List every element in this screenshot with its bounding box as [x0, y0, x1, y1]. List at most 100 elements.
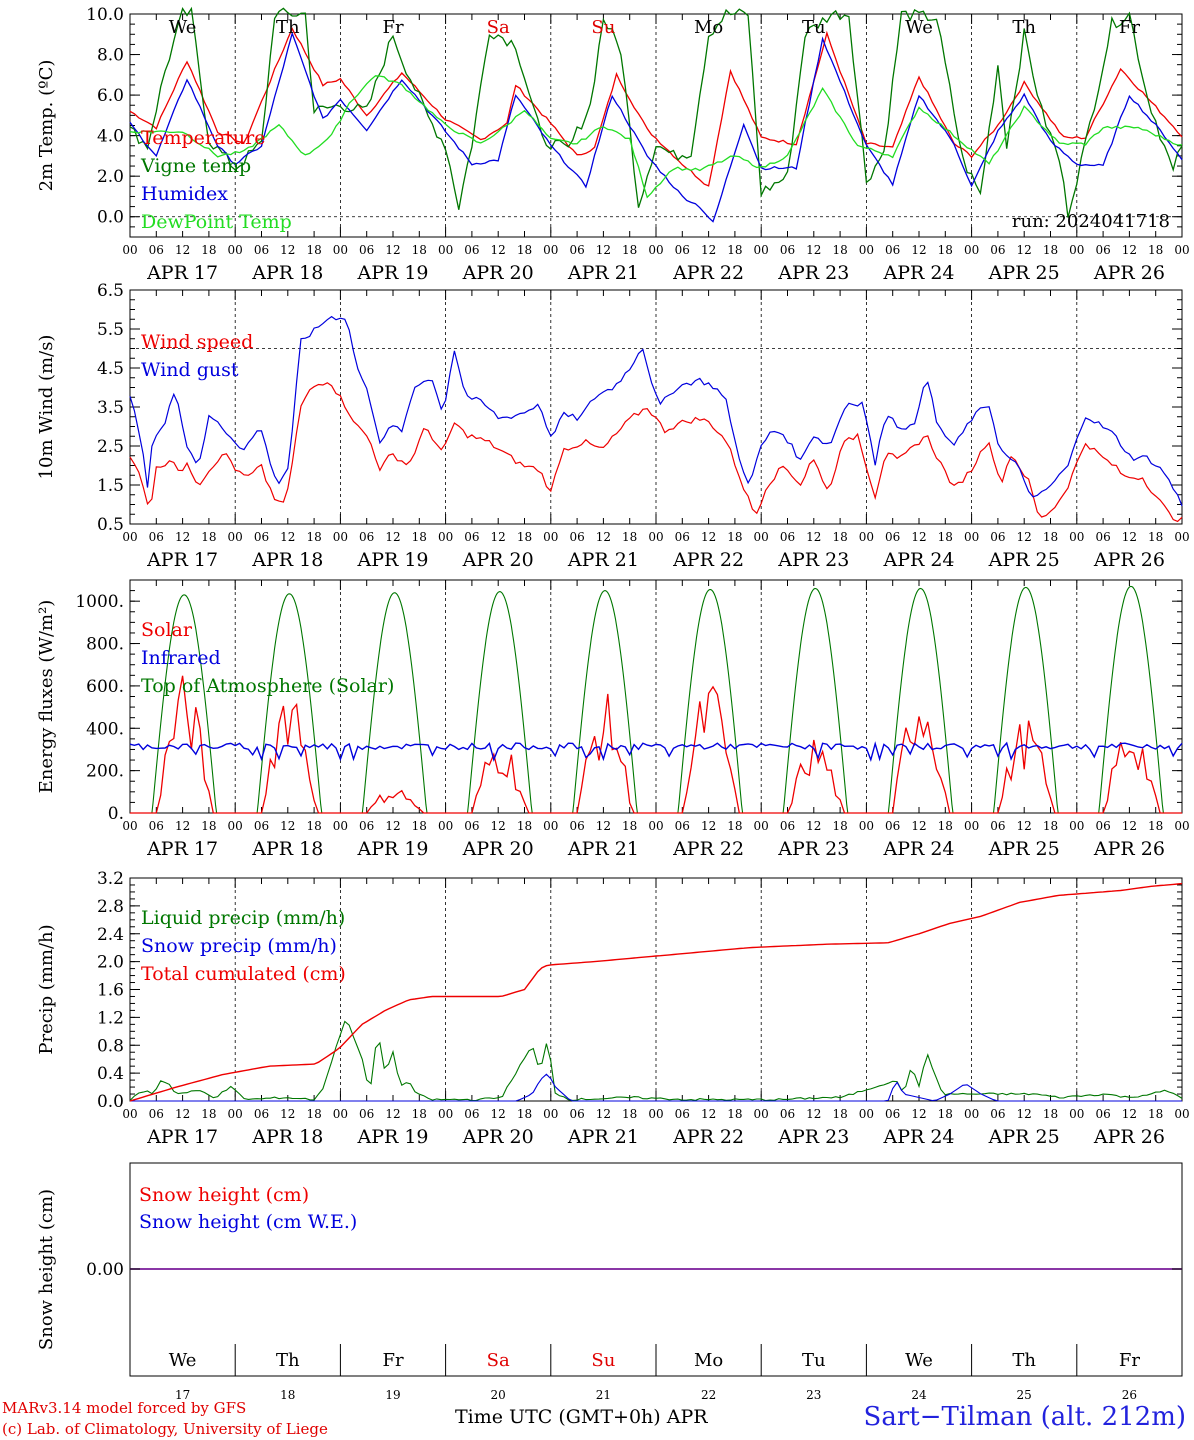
- y-tick-label: 0.0: [97, 208, 124, 228]
- day-label: APR 21: [567, 262, 639, 284]
- hour-tick-label: 06: [254, 243, 269, 257]
- hour-tick-label: 06: [1095, 243, 1110, 257]
- hour-tick-label: 12: [1122, 243, 1137, 257]
- hour-tick-label: 00: [543, 1107, 558, 1121]
- legend-snow-precip-mm-h-: Snow precip (mm/h): [141, 935, 337, 957]
- day-label: APR 17: [146, 1126, 218, 1148]
- hour-tick-label: 06: [149, 819, 164, 833]
- hour-tick-label: 12: [385, 243, 400, 257]
- x-axis-label: Time UTC (GMT+0h) APR: [455, 1406, 708, 1428]
- hour-tick-label: 06: [780, 243, 795, 257]
- hour-tick-label: 18: [1043, 819, 1058, 833]
- hour-tick-label: 00: [438, 819, 453, 833]
- day-number-label: 20: [491, 1388, 506, 1402]
- hour-tick-label: 12: [911, 530, 926, 544]
- hour-tick-label: 18: [832, 819, 847, 833]
- hour-tick-label: 18: [201, 530, 216, 544]
- hour-tick-label: 00: [543, 243, 558, 257]
- hour-tick-label: 12: [1017, 243, 1032, 257]
- legend-vigne-temp: Vigne temp: [140, 155, 251, 177]
- y-tick-label: 2.0: [97, 167, 124, 187]
- series-total-cumulated: [129, 882, 1183, 1102]
- hour-tick-label: 12: [175, 819, 190, 833]
- y-tick-label: 4.5: [97, 359, 124, 379]
- hour-tick-label: 06: [990, 243, 1005, 257]
- day-label: APR 24: [882, 549, 954, 571]
- y-tick-label: 3.2: [97, 869, 124, 889]
- day-label: APR 21: [567, 838, 639, 860]
- y-tick-label: 5.5: [97, 320, 124, 340]
- hour-tick-label: 12: [911, 819, 926, 833]
- hour-tick-label: 18: [622, 1107, 637, 1121]
- day-label: APR 17: [146, 549, 218, 571]
- hour-tick-label: 00: [859, 1107, 874, 1121]
- day-label: APR 19: [356, 838, 428, 860]
- day-label: APR 24: [882, 838, 954, 860]
- day-label: APR 26: [1093, 1126, 1165, 1148]
- day-number-label: 25: [1017, 1388, 1032, 1402]
- hour-tick-label: 06: [885, 819, 900, 833]
- day-label: APR 17: [146, 262, 218, 284]
- hour-tick-label: 06: [464, 243, 479, 257]
- hour-tick-label: 00: [438, 1107, 453, 1121]
- weekday-label: Th: [1012, 1350, 1036, 1371]
- day-number-label: 26: [1122, 1388, 1137, 1402]
- hour-tick-label: 12: [280, 243, 295, 257]
- y-tick-label: 800.: [86, 635, 124, 655]
- hour-tick-label: 12: [385, 1107, 400, 1121]
- hour-tick-label: 18: [412, 1107, 427, 1121]
- hour-tick-label: 00: [964, 1107, 979, 1121]
- hour-tick-label: 12: [175, 1107, 190, 1121]
- day-number-label: 21: [596, 1388, 611, 1402]
- hour-tick-label: 00: [964, 819, 979, 833]
- weekday-label: We: [169, 17, 197, 38]
- hour-tick-label: 18: [1148, 1107, 1163, 1121]
- day-label: APR 22: [672, 549, 744, 571]
- hour-tick-label: 06: [464, 819, 479, 833]
- hour-tick-label: 06: [254, 530, 269, 544]
- hour-tick-label: 12: [701, 1107, 716, 1121]
- hour-tick-label: 12: [175, 243, 190, 257]
- series-temperature: [129, 27, 1183, 187]
- hour-tick-label: 12: [806, 243, 821, 257]
- hour-tick-label: 00: [1069, 530, 1084, 544]
- day-label: APR 25: [988, 262, 1060, 284]
- hour-tick-label: 12: [385, 819, 400, 833]
- hour-tick-label: 06: [464, 1107, 479, 1121]
- legend-wind-gust: Wind gust: [141, 359, 239, 381]
- hour-tick-label: 00: [228, 819, 243, 833]
- hour-tick-label: 12: [806, 819, 821, 833]
- y-tick-label: 4.0: [97, 127, 124, 147]
- weekday-label: Sa: [487, 17, 510, 38]
- hour-tick-label: 18: [412, 530, 427, 544]
- hour-tick-label: 00: [228, 243, 243, 257]
- hour-tick-label: 06: [569, 1107, 584, 1121]
- day-label: APR 18: [251, 1126, 323, 1148]
- hour-tick-label: 12: [280, 1107, 295, 1121]
- hour-tick-label: 18: [517, 819, 532, 833]
- hour-tick-label: 00: [648, 243, 663, 257]
- day-label: APR 23: [777, 262, 849, 284]
- hour-tick-label: 12: [806, 1107, 821, 1121]
- hour-tick-label: 00: [1174, 819, 1189, 833]
- hour-tick-label: 06: [359, 530, 374, 544]
- hour-tick-label: 06: [990, 530, 1005, 544]
- legend-liquid-precip-mm-h-: Liquid precip (mm/h): [141, 907, 345, 929]
- hour-tick-label: 00: [648, 1107, 663, 1121]
- hour-tick-label: 12: [701, 243, 716, 257]
- y-tick-label: 1.6: [97, 981, 124, 1001]
- day-label: APR 22: [672, 262, 744, 284]
- hour-tick-label: 06: [359, 819, 374, 833]
- legend-wind-speed: Wind speed: [141, 331, 253, 353]
- y-tick-label: 6.5: [97, 281, 124, 301]
- series-infrared: [129, 741, 1183, 763]
- hour-tick-label: 00: [754, 819, 769, 833]
- series-humidex: [129, 31, 1183, 223]
- hour-tick-label: 00: [122, 819, 137, 833]
- y-tick-label: 0.00: [86, 1260, 124, 1280]
- legend-snow-height-cm-: Snow height (cm): [139, 1184, 309, 1206]
- day-label: APR 26: [1093, 549, 1165, 571]
- hour-tick-label: 00: [438, 243, 453, 257]
- weekday-label: Th: [276, 1350, 300, 1371]
- hour-tick-label: 18: [938, 530, 953, 544]
